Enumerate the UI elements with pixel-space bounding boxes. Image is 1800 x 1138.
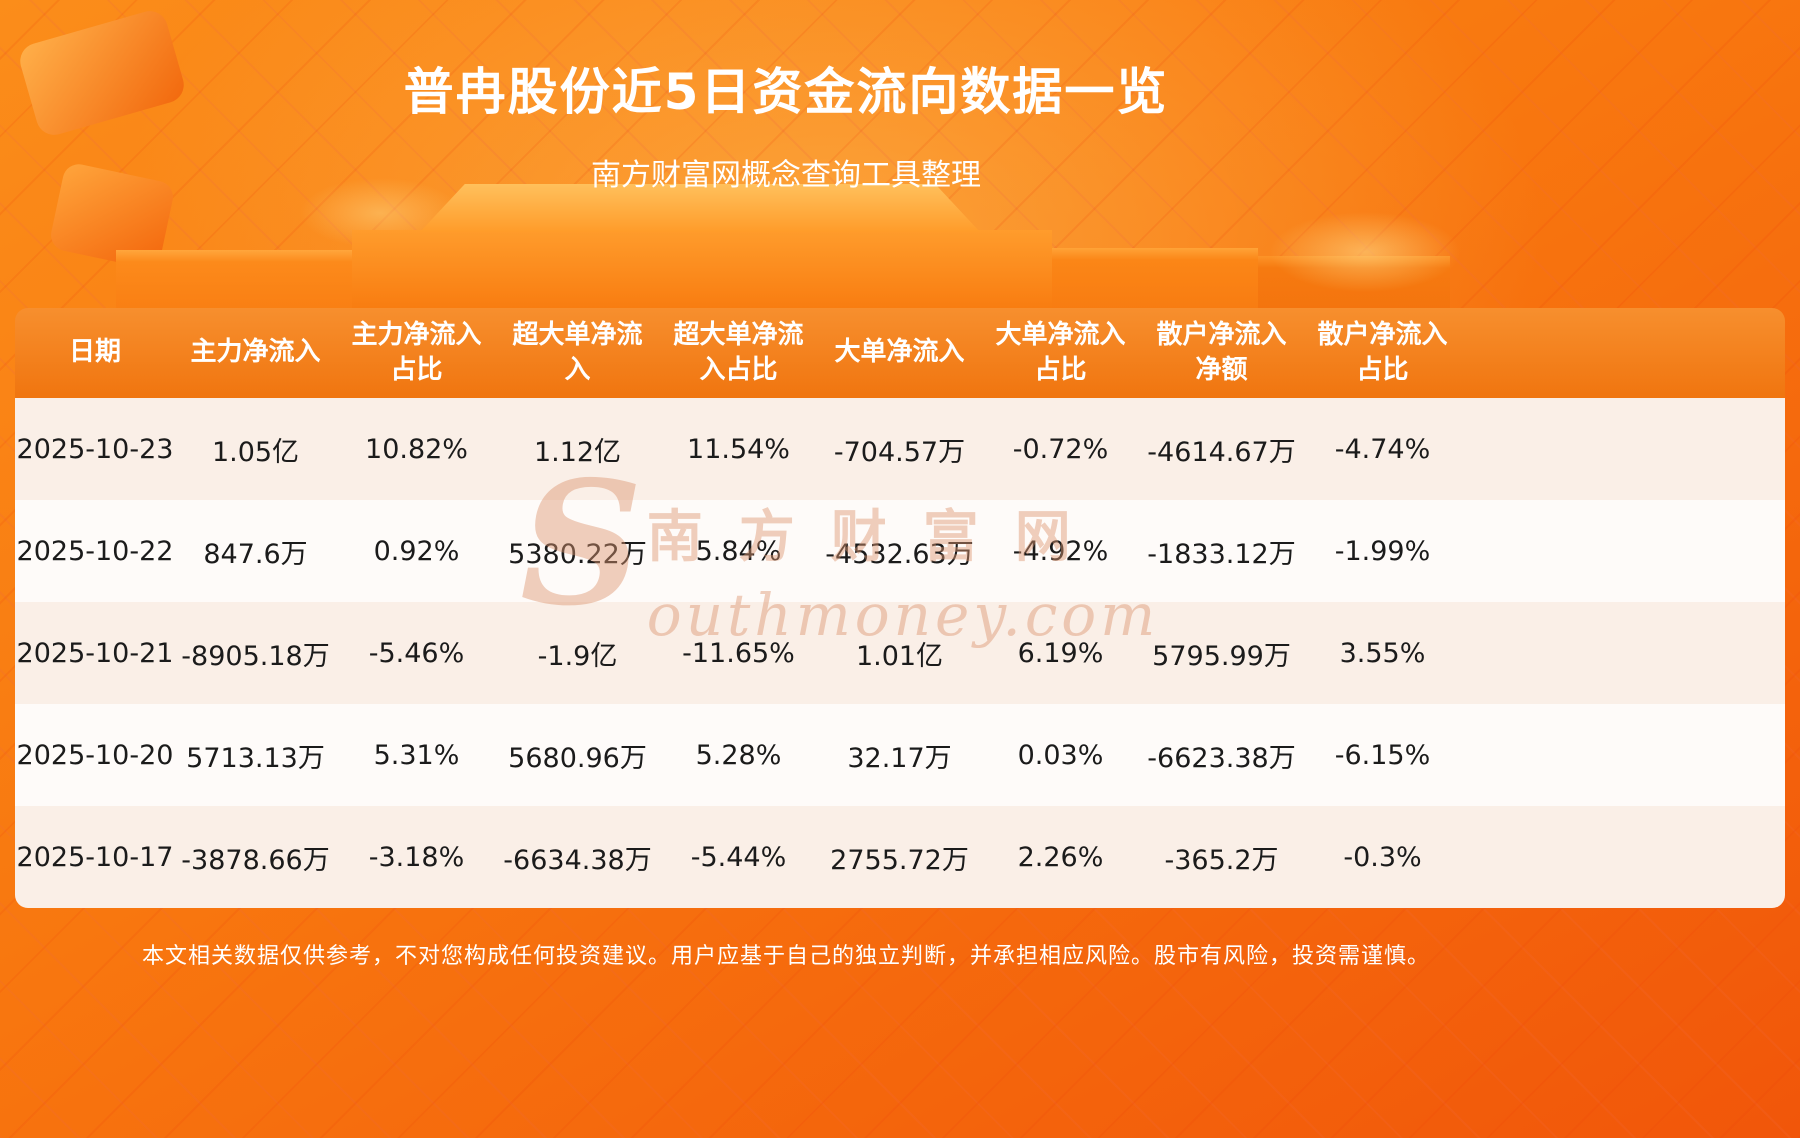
column-header-5: 超大单净流入占比 <box>673 319 804 385</box>
value-cell: -3878.66万 <box>181 844 330 876</box>
value-cell: 5.28% <box>695 739 782 771</box>
value-cell: 2.26% <box>1017 841 1104 873</box>
value-cell: -4532.63万 <box>825 538 974 570</box>
value-cell: 2755.72万 <box>830 844 969 876</box>
value-cell: -5.46% <box>368 637 465 669</box>
column-header-1: 日期 <box>68 337 121 368</box>
value-cell: 1.01亿 <box>855 640 944 672</box>
value-cell: -1833.12万 <box>1147 538 1296 570</box>
right-glow <box>1270 212 1460 292</box>
disclaimer-text: 本文相关数据仅供参考，不对您构成任何投资建议。用户应基于自己的独立判断，并承担相… <box>141 944 1430 969</box>
value-cell: 0.92% <box>373 535 460 567</box>
date-cell: 2025-10-23 <box>16 433 174 465</box>
podium-top-face <box>420 184 980 232</box>
podium-right-step-1 <box>1052 248 1258 310</box>
value-cell: -5.44% <box>690 841 787 873</box>
value-cell: -365.2万 <box>1164 844 1279 876</box>
value-cell: 1.05亿 <box>211 436 300 468</box>
podium-front-face <box>352 230 1052 310</box>
table-body: 2025-10-23 1.05亿 10.82% 1.12亿 11.54% -704.57万… <box>15 398 1785 908</box>
column-header-4: 超大单净流入 <box>512 319 643 385</box>
value-cell: -6623.38万 <box>1147 742 1296 774</box>
value-cell: 5680.96万 <box>508 742 647 774</box>
value-cell: 3.55% <box>1339 637 1426 669</box>
value-cell: 1.12亿 <box>533 436 622 468</box>
value-cell: -3.18% <box>368 841 465 873</box>
table-row: 2025-10-22 847.6万 0.92% 5380.22万 5.84% -4532.… <box>15 500 1785 602</box>
value-cell: 5713.13万 <box>186 742 325 774</box>
date-cell: 2025-10-17 <box>16 841 174 873</box>
column-header-6: 大单净流入 <box>834 337 965 368</box>
value-cell: 5380.22万 <box>508 538 647 570</box>
value-cell: 5795.99万 <box>1152 640 1291 672</box>
value-cell: 847.6万 <box>203 538 308 570</box>
value-cell: -0.72% <box>1012 433 1109 465</box>
podium-left-step <box>116 250 352 310</box>
value-cell: 0.03% <box>1017 739 1104 771</box>
value-cell: -1.99% <box>1334 535 1431 567</box>
value-cell: -704.57万 <box>833 436 966 468</box>
value-cell: -11.65% <box>682 637 795 669</box>
column-header-9: 散户净流入占比 <box>1317 319 1448 385</box>
value-cell: 32.17万 <box>847 742 952 774</box>
table-row: 2025-10-21 -8905.18万 -5.46% -1.9亿 -11.65% 1.0… <box>15 602 1785 704</box>
date-cell: 2025-10-21 <box>16 637 174 669</box>
date-cell: 2025-10-20 <box>16 739 174 771</box>
value-cell: -6634.38万 <box>503 844 652 876</box>
value-cell: -6.15% <box>1334 739 1431 771</box>
date-cell: 2025-10-22 <box>16 535 174 567</box>
column-header-3: 主力净流入占比 <box>351 319 482 385</box>
value-cell: -8905.18万 <box>181 640 330 672</box>
table-header-row: 日期 主力净流入 主力净流入占比 超大单净流入 超大单净流入占比 大单净流入 大单净流入占比… <box>15 308 1785 398</box>
column-header-7: 大单净流入占比 <box>995 319 1126 385</box>
value-cell: 6.19% <box>1017 637 1104 669</box>
value-cell: 11.54% <box>687 433 790 465</box>
value-cell: -4.74% <box>1334 433 1431 465</box>
column-header-2: 主力净流入 <box>190 337 321 368</box>
value-cell: 5.84% <box>695 535 782 567</box>
column-header-8: 散户净流入净额 <box>1156 319 1287 385</box>
fund-flow-table: 日期 主力净流入 主力净流入占比 超大单净流入 超大单净流入占比 大单净流入 大单净流入占比… <box>15 308 1785 908</box>
value-cell: -1.9亿 <box>537 640 618 672</box>
page-subtitle: 南方财富网概念查询工具整理 <box>591 158 981 193</box>
table-row: 2025-10-20 5713.13万 5.31% 5680.96万 5.28% 32.1… <box>15 704 1785 806</box>
value-cell: -4.92% <box>1012 535 1109 567</box>
table-row: 2025-10-23 1.05亿 10.82% 1.12亿 11.54% -704.57万… <box>15 398 1785 500</box>
value-cell: 10.82% <box>365 433 468 465</box>
value-cell: -0.3% <box>1343 841 1422 873</box>
value-cell: -4614.67万 <box>1147 436 1296 468</box>
value-cell: 5.31% <box>373 739 460 771</box>
page-title: 普冉股份近5日资金流向数据一览 <box>403 63 1169 121</box>
table-row: 2025-10-17 -3878.66万 -3.18% -6634.38万 -5.44%… <box>15 806 1785 908</box>
